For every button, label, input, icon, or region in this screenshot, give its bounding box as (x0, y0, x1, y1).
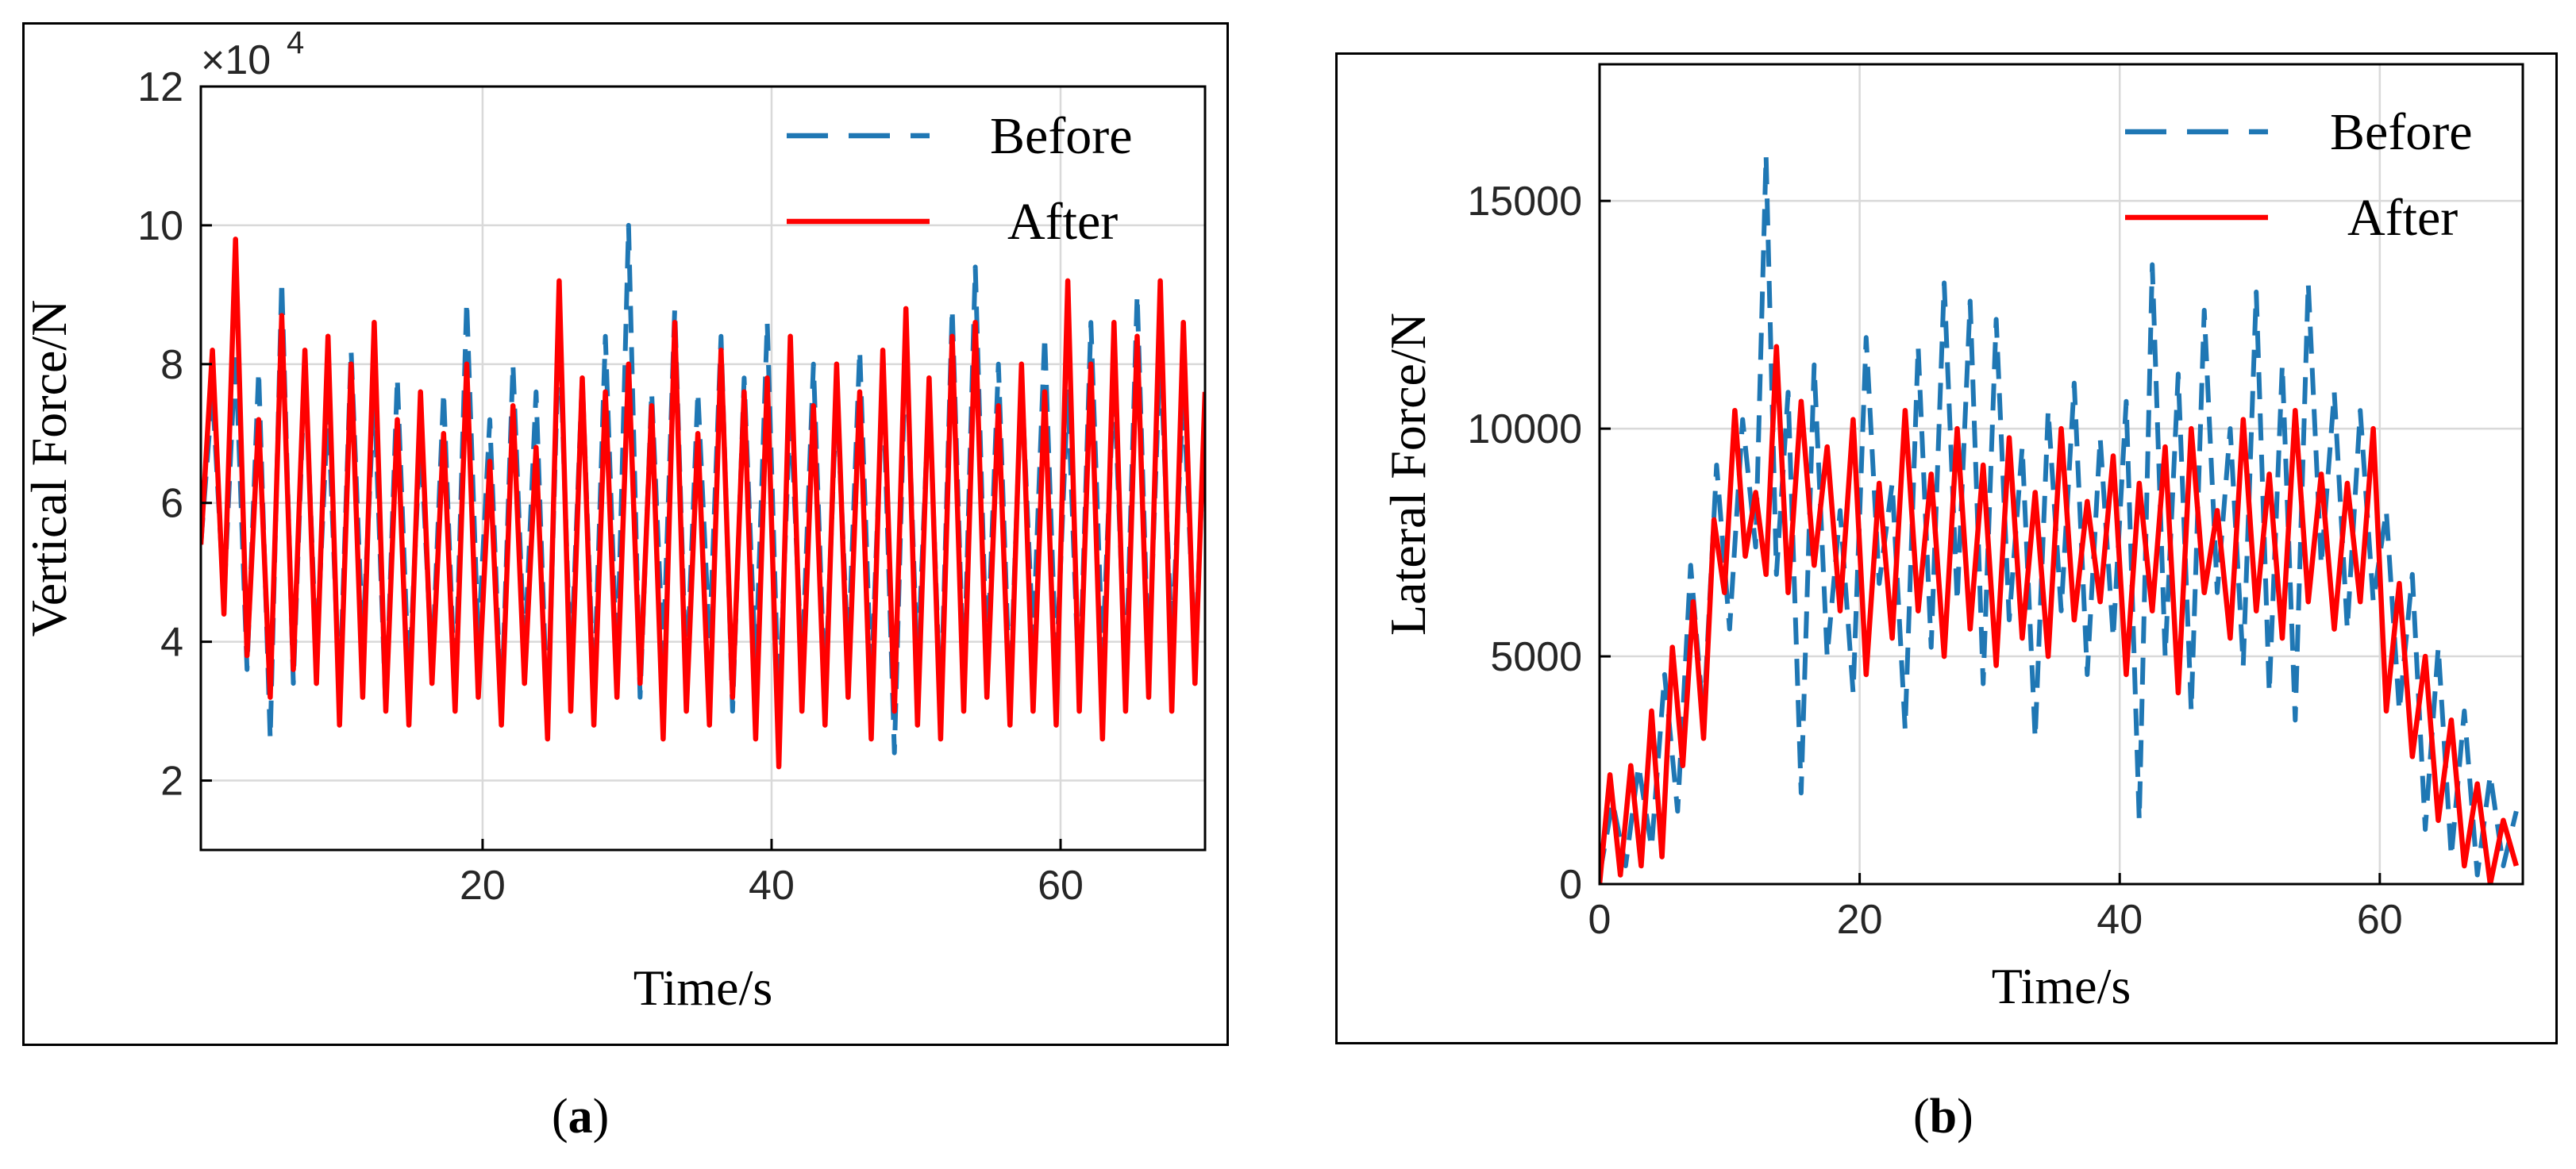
chart-a-legend: Before After (787, 107, 1133, 251)
chart-a-y-multiplier: ×10 (201, 37, 271, 83)
chart-a-ytick-label-5: 12 (137, 64, 183, 110)
caption-a-close: ) (592, 1090, 610, 1144)
chart-b-series-group (1600, 152, 2519, 884)
chart-a-series-after-line (201, 236, 1205, 770)
chart-b-ytick-label-2: 10000 (1467, 406, 1582, 452)
chart-a-ytick-label-1: 4 (160, 620, 183, 666)
caption-a-open: ( (552, 1090, 568, 1144)
chart-a-xtick-label-2: 60 (1038, 863, 1084, 909)
chart-b-ytick-label-0: 0 (1559, 862, 1582, 908)
chart-a-ytick-label-4: 10 (137, 203, 183, 249)
chart-b-ylabel: Lateral Force/N (1380, 313, 1436, 636)
chart-a-legend-after-label: After (1007, 193, 1118, 251)
caption-b-close: ) (1957, 1090, 1973, 1144)
chart-b-ytick-label-1: 5000 (1490, 634, 1582, 680)
panel-a-frame: 20 40 60 2 4 6 8 10 12 ×10 4 Time/s Vertical Force/N… (22, 22, 1229, 1046)
panel-b-frame: 0 20 40 60 0 5000 10000 15000 Time/s Lateral Forc… (1335, 52, 2558, 1044)
chart-b-legend: Before After (2125, 103, 2473, 247)
chart-b-xtick-label-0: 0 (1588, 897, 1611, 943)
caption-b: (b) (1913, 1089, 1973, 1145)
chart-a-ytick-label-3: 8 (160, 342, 183, 388)
chart-a-xlabel: Time/s (633, 959, 773, 1016)
chart-b: 0 20 40 60 0 5000 10000 15000 Time/s Lateral Forc… (1380, 63, 2524, 1014)
chart-b-xtick-label-2: 40 (2097, 897, 2143, 943)
chart-b-ytick-label-3: 15000 (1467, 179, 1582, 225)
chart-b-legend-before-label: Before (2330, 103, 2473, 161)
chart-a-ylabel: Vertical Force/N (25, 300, 77, 637)
chart-a-xtick-label-0: 20 (460, 863, 506, 909)
chart-b-axes-box (1598, 63, 2524, 886)
chart-b-series-after-line (1600, 344, 2519, 884)
chart-a-legend-before-label: Before (990, 107, 1133, 165)
chart-b-xtick-label-1: 20 (1837, 897, 1883, 943)
chart-b-xlabel: Time/s (1992, 958, 2131, 1014)
chart-a-ytick-label-0: 2 (160, 759, 183, 805)
chart-a-xtick-label-1: 40 (749, 863, 795, 909)
caption-b-letter: b (1929, 1090, 1958, 1144)
chart-a-series-group (201, 222, 1205, 770)
chart-a: 20 40 60 2 4 6 8 10 12 ×10 4 Time/s Vertical Force/N… (25, 25, 1207, 1016)
chart-b-legend-after-label: After (2347, 189, 2458, 247)
caption-a: (a) (552, 1089, 609, 1145)
chart-a-y-multiplier-exponent: 4 (287, 25, 304, 60)
chart-a-axes-box (199, 85, 1207, 852)
caption-a-letter: a (568, 1090, 593, 1144)
chart-b-xtick-label-3: 60 (2357, 897, 2403, 943)
chart-a-ytick-label-2: 6 (160, 481, 183, 527)
caption-b-open: ( (1913, 1090, 1930, 1144)
